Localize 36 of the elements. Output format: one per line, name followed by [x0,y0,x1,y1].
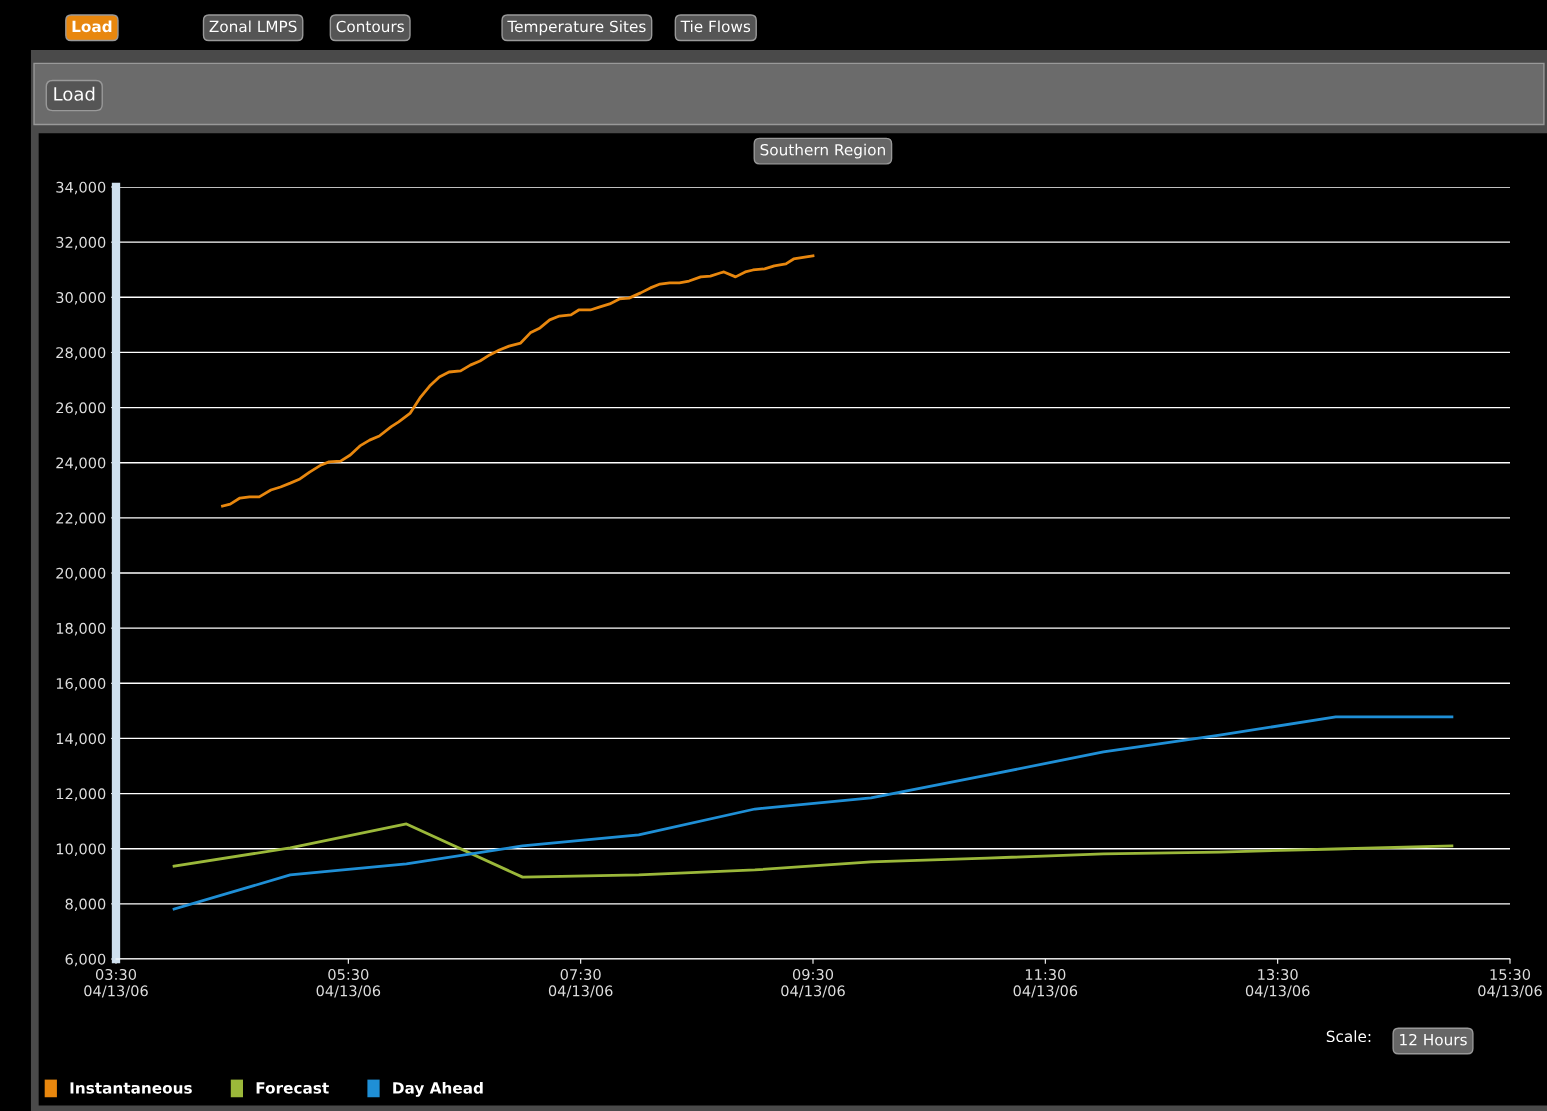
text: Load [72,20,112,33]
y-tick-label: 26,000 [56,402,106,415]
y-tick-label: 28,000 [56,347,106,360]
y-tick-label: 24,000 [56,457,106,470]
text: Zonal LMPS [209,20,297,33]
text: Load [54,86,95,101]
y-tick-label: 6,000 [65,953,106,967]
y-tick-label: 32,000 [56,236,106,250]
x-tick-label: 15:30 04/13/06 [1478,968,1542,998]
text: 12 Hours [1400,1033,1467,1046]
y-tick-label: 12,000 [56,788,106,801]
legend-label: Forecast [256,1082,329,1094]
y-tick-label: 34,000 [56,181,106,195]
y-tick-label: 16,000 [56,678,106,691]
y-tick-label: 18,000 [56,622,106,636]
x-tick-label: 11:30 04/13/06 [1013,968,1078,998]
y-tick-label: 14,000 [56,733,106,746]
text: Temperature Sites [507,20,646,36]
x-tick-label: 13:30 04/13/06 [1245,968,1310,998]
y-tick-label: 22,000 [56,512,106,526]
x-tick-label: 09:30 04/13/06 [781,968,845,998]
text: Scale: [1326,1030,1371,1043]
x-tick-label: 05:30 04/13/06 [316,968,381,998]
legend-label: Instantaneous [70,1082,192,1094]
line-series [172,822,1454,879]
text: Contours [336,20,404,33]
text: Tie Flows [680,20,751,33]
y-tick-label: 30,000 [56,292,106,305]
x-tick-label: 03:30 04/13/06 [84,968,148,998]
legend-label: Day Ahead [393,1081,483,1097]
text: Southern Region [760,143,885,159]
y-tick-label: 8,000 [65,898,106,912]
x-tick-label: 07:30 04/13/06 [548,968,613,998]
y-tick-label: 20,000 [56,567,106,581]
line-series [172,715,1454,911]
y-tick-label: 10,000 [56,843,106,856]
